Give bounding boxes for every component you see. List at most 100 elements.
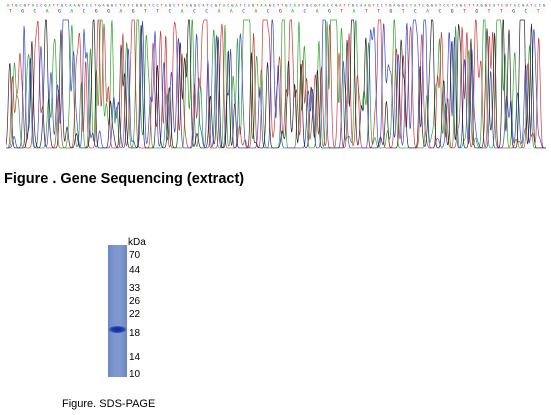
base-call-letter: C bbox=[20, 4, 22, 8]
base-call-letter: C bbox=[36, 4, 38, 8]
base-call-letter: T bbox=[9, 9, 12, 15]
base-call-letter: C bbox=[331, 4, 333, 8]
base-call-letter: C bbox=[535, 4, 537, 8]
base-call-letter: G bbox=[58, 9, 61, 15]
base-call-letter: A bbox=[103, 4, 106, 8]
base-call-letter: C bbox=[327, 4, 329, 8]
base-call-letter: T bbox=[319, 4, 322, 8]
base-call-letter: G bbox=[136, 4, 138, 8]
base-call-letter: T bbox=[537, 9, 540, 15]
base-call-letter: C bbox=[132, 4, 134, 8]
base-call-letter: G bbox=[231, 4, 233, 8]
base-call-letter: C bbox=[489, 4, 491, 8]
base-call-letter: G bbox=[78, 4, 80, 8]
base-call-letter: T bbox=[452, 4, 455, 8]
base-call-letter: A bbox=[181, 9, 184, 15]
base-call-letter: T bbox=[510, 4, 513, 8]
base-call-letter: G bbox=[190, 4, 192, 8]
base-call-letter: A bbox=[218, 9, 221, 15]
base-call-letter: G bbox=[107, 4, 109, 8]
base-call-letter: A bbox=[526, 4, 529, 8]
base-call-letter: T bbox=[57, 4, 60, 8]
base-call-letter: G bbox=[140, 4, 142, 8]
base-call-letter: T bbox=[240, 4, 243, 8]
base-call-letter: C bbox=[242, 9, 245, 15]
base-call-letter: A bbox=[364, 4, 367, 8]
gel-lane bbox=[108, 245, 127, 377]
trace-t bbox=[6, 19, 546, 149]
base-call-letter: T bbox=[365, 9, 368, 15]
base-call-letter: T bbox=[206, 4, 209, 8]
base-call-letter: G bbox=[279, 9, 282, 15]
base-call-letter: G bbox=[485, 4, 487, 8]
base-call-letter: T bbox=[472, 4, 475, 8]
base-call-letter: A bbox=[493, 4, 496, 8]
base-call-letter: G bbox=[389, 4, 391, 8]
base-call-letter: G bbox=[352, 4, 354, 8]
base-call-letter: G bbox=[390, 9, 393, 15]
base-call-letter: A bbox=[360, 4, 363, 8]
marker-label: 18 bbox=[129, 328, 141, 339]
base-call-letter: C bbox=[169, 9, 172, 15]
base-call-letter: G bbox=[24, 4, 26, 8]
marker-label: 10 bbox=[129, 369, 141, 380]
base-call-letter: A bbox=[236, 4, 239, 8]
base-call-letter: G bbox=[431, 4, 433, 8]
base-call-letter: G bbox=[61, 4, 63, 8]
base-call-letter: T bbox=[402, 9, 405, 15]
base-call-letter: A bbox=[294, 4, 297, 8]
base-call-letter: T bbox=[488, 9, 491, 15]
base-call-letter: A bbox=[298, 4, 301, 8]
base-call-letter: C bbox=[248, 4, 250, 8]
base-call-letter: C bbox=[377, 4, 379, 8]
base-call-letter: G bbox=[285, 4, 287, 8]
base-call-letter: G bbox=[398, 4, 400, 8]
base-call-letter: C bbox=[525, 9, 528, 15]
base-call-letter: T bbox=[11, 4, 14, 8]
base-call-letter: A bbox=[230, 9, 233, 15]
base-call-letter: T bbox=[348, 4, 351, 8]
marker-label: 33 bbox=[129, 283, 141, 294]
base-call-letter: C bbox=[273, 4, 275, 8]
base-call-letter: G bbox=[98, 4, 100, 8]
base-call-letter: T bbox=[340, 9, 343, 15]
base-call-letter: T bbox=[53, 4, 56, 8]
base-call-letter: C bbox=[439, 9, 442, 15]
base-call-letter: A bbox=[323, 4, 326, 8]
base-call-letter: G bbox=[402, 4, 404, 8]
marker-label: 22 bbox=[129, 309, 141, 320]
base-call-letter: C bbox=[193, 9, 196, 15]
base-call-letter: C bbox=[90, 4, 92, 8]
base-call-letter: A bbox=[265, 4, 268, 8]
base-call-letter: A bbox=[414, 4, 417, 8]
base-call-letter: G bbox=[451, 9, 454, 15]
base-call-letter: C bbox=[447, 4, 449, 8]
base-call-letter: T bbox=[256, 4, 259, 8]
base-call-letter: G bbox=[21, 9, 24, 15]
base-call-letter: T bbox=[302, 4, 305, 8]
base-call-letter: T bbox=[500, 9, 503, 15]
base-call-letter: G bbox=[169, 4, 171, 8]
base-call-letter: T bbox=[530, 4, 533, 8]
base-call-letter: T bbox=[219, 4, 222, 8]
base-call-letter: T bbox=[161, 4, 164, 8]
base-call-letter: C bbox=[310, 4, 312, 8]
base-call-letter: G bbox=[95, 9, 98, 15]
base-call-letter: A bbox=[514, 4, 517, 8]
base-call-letter: T bbox=[281, 4, 284, 8]
sds-page-gel: kDa 70 44 33 26 22 18 14 10 bbox=[106, 237, 166, 382]
base-call-letter: C bbox=[464, 4, 466, 8]
base-call-letter: C bbox=[65, 4, 67, 8]
base-call-letter: C bbox=[227, 4, 229, 8]
base-call-letter: A bbox=[46, 9, 49, 15]
base-call-letter: T bbox=[94, 4, 97, 8]
kda-unit-label: kDa bbox=[128, 237, 146, 248]
base-call-letter: A bbox=[32, 4, 35, 8]
base-call-letter: C bbox=[539, 4, 541, 8]
base-call-letter: G bbox=[132, 9, 135, 15]
base-call-letter: C bbox=[443, 4, 445, 8]
trace-c bbox=[6, 19, 546, 149]
base-call-letter: G bbox=[543, 4, 545, 8]
